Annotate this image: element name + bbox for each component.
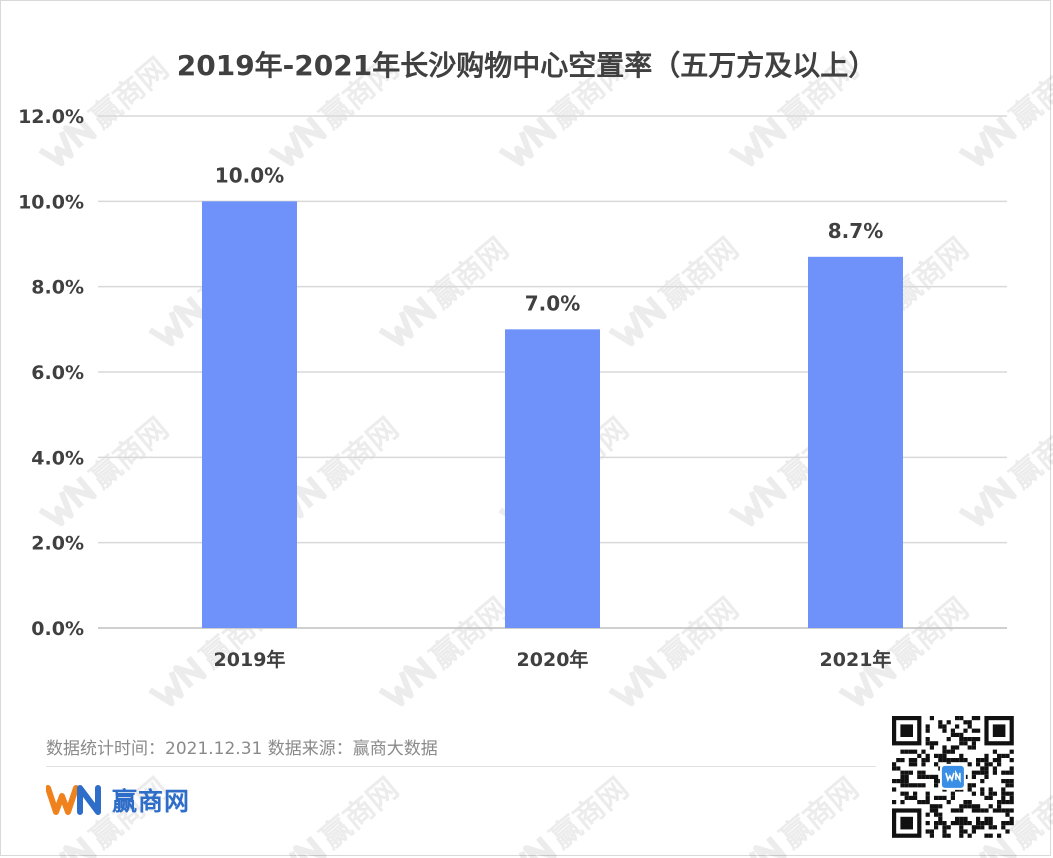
y-tick-label: 2.0% [31,533,84,555]
y-tick-label: 6.0% [31,362,84,384]
y-tick-label: 0.0% [31,618,84,640]
y-tick-label: 10.0% [18,191,84,213]
qr-code-icon [892,716,1014,838]
bar [202,201,297,629]
chart-title: 2019年-2021年长沙购物中心空置率（五万方及以上） [176,49,877,82]
data-source-note: 数据统计时间：2021.12.31 数据来源：赢商大数据 [46,739,438,759]
data-label: 7.0% [525,291,580,315]
data-label: 8.7% [828,219,883,243]
bar [505,329,600,628]
y-tick-label: 12.0% [18,106,84,128]
x-tick-label: 2021年 [820,648,892,671]
brand-name: 赢商网 [112,787,191,816]
win-logo-icon [46,785,101,815]
y-tick-label: 8.0% [31,277,84,299]
bar [808,256,903,628]
y-tick-label: 4.0% [31,447,84,469]
brand-logo-group: 赢商网 [46,780,190,820]
data-label: 10.0% [215,163,284,187]
bar-chart: 0.0% 2.0% 4.0% 6.0% 8.0% 10.0% 12.0% 10.0% 2019年… [18,106,1007,671]
x-tick-label: 2019年 [214,648,286,671]
footer-divider [46,766,876,767]
x-tick-label: 2020年 [517,648,589,671]
